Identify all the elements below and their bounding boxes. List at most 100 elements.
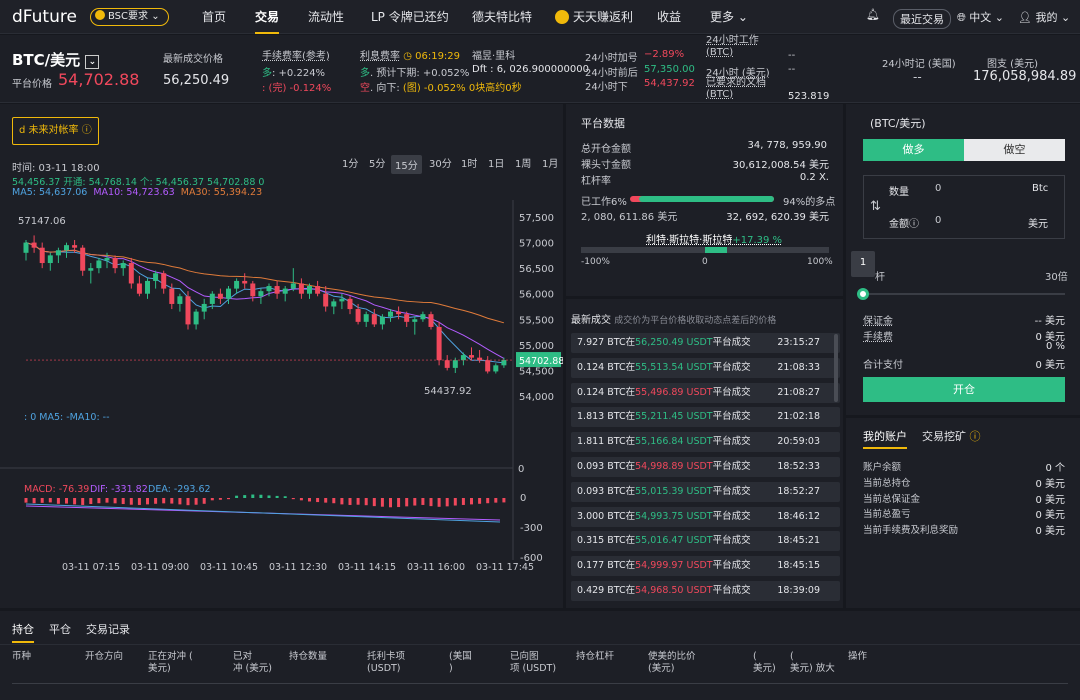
- language-selector[interactable]: 🌐︎ 中文 ⌄: [957, 11, 1005, 24]
- trade-time: 18:52:33: [777, 461, 820, 472]
- trade-amount: 0.093 BTC在: [577, 461, 636, 472]
- high-marker: 57147.06: [18, 216, 66, 227]
- macd-axis-label: -600: [520, 553, 543, 564]
- candle-body: [145, 280, 150, 294]
- clock-icon: ◷: [403, 51, 412, 62]
- trades-scrollbar[interactable]: [834, 334, 838, 402]
- macd-bar: [348, 498, 352, 505]
- column-header: 币种: [12, 651, 32, 662]
- macd-bar: [405, 498, 409, 507]
- recent-trades-button[interactable]: 最近交易: [893, 9, 951, 29]
- y-axis-label: 56,500: [519, 264, 554, 275]
- macd-bar: [356, 498, 360, 505]
- trade-amount: 0.429 BTC在: [577, 585, 636, 596]
- column-header: 持仓杠杆: [576, 651, 615, 662]
- candlestick-chart[interactable]: 57,500 57,000 56,500 56,000 55,500 55,000 54,5…: [0, 200, 563, 580]
- tab-history[interactable]: 交易记录: [86, 623, 130, 636]
- macd-bar: [154, 498, 158, 504]
- x-axis-label: 03-11 16:00: [407, 562, 465, 573]
- macd-bar: [121, 498, 125, 505]
- tab-my-account[interactable]: 我的账户: [863, 428, 907, 449]
- trade-row: 7.927 BTC在56,250.49 USDT平台成交 23:15:27: [571, 333, 840, 353]
- nav-home[interactable]: 首页: [202, 10, 227, 24]
- macd-bar: [146, 498, 149, 505]
- leverage-badge: 1: [851, 251, 875, 277]
- nav-trade[interactable]: 交易: [255, 0, 280, 34]
- macd-bar: [251, 494, 255, 498]
- tf-1M[interactable]: 1月: [542, 159, 559, 170]
- tab-mining[interactable]: 交易挖矿 ⓘ: [922, 430, 981, 443]
- macd-bar: [194, 498, 198, 505]
- tf-1d[interactable]: 1日: [488, 159, 505, 170]
- open-position-button[interactable]: 开仓: [863, 377, 1065, 402]
- amount-input[interactable]: 0: [935, 215, 942, 226]
- macd-bar: [340, 498, 344, 505]
- trade-time: 23:15:27: [777, 337, 820, 348]
- long-short-bar: [630, 196, 774, 202]
- network-selector[interactable]: BSC要求 ⌄: [90, 8, 169, 26]
- trade-suffix: 平台成交: [712, 560, 751, 572]
- trade-suffix: 平台成交: [712, 337, 751, 348]
- leverage-slider[interactable]: [863, 293, 1065, 295]
- candle-body: [88, 268, 94, 271]
- tf-30m[interactable]: 30分: [429, 159, 452, 170]
- column-header: 托利卡项 (USDT): [367, 651, 406, 674]
- candle-body: [493, 365, 499, 372]
- macd-bar: [24, 498, 28, 503]
- column-header: ( 美元): [753, 651, 776, 674]
- tab-closed[interactable]: 平仓: [49, 623, 71, 636]
- candle-body: [379, 316, 385, 325]
- candle-body: [234, 280, 240, 289]
- macd-bar: [235, 495, 239, 498]
- candle-body: [23, 242, 29, 253]
- trade-price: 54,999.97 USDT: [635, 560, 713, 572]
- nav-dft[interactable]: 德夫特比特: [472, 10, 533, 24]
- nav-lp[interactable]: LP 令牌已还约: [371, 10, 449, 24]
- x-axis-label: 03-11 12:30: [269, 562, 327, 573]
- tf-1m[interactable]: 1分: [342, 159, 359, 170]
- x-axis-label: 03-11 17:45: [476, 562, 534, 573]
- trade-suffix: 平台成交: [712, 485, 751, 497]
- trade-price: 55,166.84 USDT: [635, 436, 713, 448]
- nav-liquidity[interactable]: 流动性: [308, 10, 345, 24]
- tf-1h[interactable]: 1时: [461, 159, 478, 170]
- nav-rebate[interactable]: 天天赚返利: [555, 0, 633, 34]
- bell-icon[interactable]: 🔔︎: [866, 8, 880, 21]
- nav-more[interactable]: 更多 ⌄: [710, 10, 748, 24]
- candle-body: [177, 296, 183, 304]
- tab-positions[interactable]: 持仓: [12, 621, 34, 643]
- macd-bar: [137, 498, 141, 505]
- macd-bar: [364, 498, 368, 506]
- leverage-slider-handle[interactable]: [857, 288, 869, 300]
- candle-body: [153, 273, 159, 281]
- macd-bar: [113, 498, 117, 504]
- long-button[interactable]: 做多: [863, 139, 964, 161]
- candle-body: [460, 355, 466, 361]
- trade-suffix: 平台成交: [712, 361, 751, 373]
- pair-dropdown-icon: ⌄: [85, 55, 100, 69]
- short-button[interactable]: 做空: [964, 139, 1065, 161]
- nav-earn[interactable]: 收益: [657, 10, 682, 24]
- funding-rate-button[interactable]: d 未来对帐率 ⓘ: [12, 117, 99, 145]
- candle-body: [31, 242, 37, 248]
- candle-body: [274, 286, 280, 294]
- candle-body: [290, 283, 296, 289]
- tf-1w[interactable]: 1周: [515, 159, 532, 170]
- trade-amount: 0.177 BTC在: [577, 560, 636, 572]
- pair-title[interactable]: BTC/美元 ⌄: [12, 49, 100, 70]
- macd-bar: [243, 495, 247, 498]
- candle-body: [185, 296, 191, 325]
- tf-15m[interactable]: 15分: [391, 155, 422, 174]
- candle-body: [436, 326, 442, 361]
- trade-price: 54,993.75 USDT: [635, 510, 713, 522]
- tf-5m[interactable]: 5分: [369, 159, 386, 170]
- macd-bar: [97, 498, 101, 504]
- account-menu[interactable]: 👤︎ 我的 ⌄: [1018, 11, 1071, 24]
- ma10-line: [25, 242, 505, 359]
- trade-time: 18:45:15: [777, 560, 820, 572]
- dfuture-logo[interactable]: dFuture: [12, 7, 77, 27]
- qty-input[interactable]: 0: [935, 183, 942, 194]
- trade-time: 21:08:33: [777, 361, 820, 373]
- candle-body: [250, 283, 256, 297]
- candle-body: [217, 293, 223, 299]
